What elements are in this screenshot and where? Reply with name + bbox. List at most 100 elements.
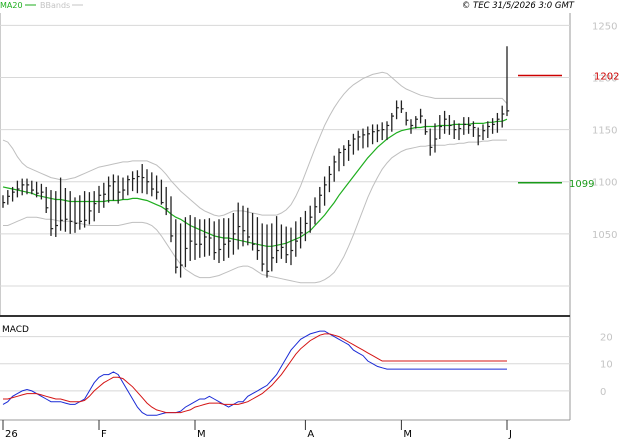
price-bar [319,186,322,213]
price-bar [55,191,58,237]
macd-tick-label: 0 [600,387,606,398]
price-bar [328,166,332,193]
price-bar [491,118,495,134]
price-bar [69,191,73,234]
x-tick-label: A [307,429,314,440]
price-bar [242,205,246,247]
price-bar [415,116,418,129]
price-bar [122,177,126,200]
price-bar [127,175,130,196]
price-bar [419,108,423,124]
price-bar [179,223,183,278]
x-tick-label: M [403,429,412,440]
price-bar [266,224,270,278]
price-bar [79,195,82,230]
copyright-label: © TEC 31/5/2026 3:0 GMT [462,1,575,11]
price-bar [165,186,169,216]
price-bar [443,110,447,134]
macd-panel: 0 10 20 MACD [0,325,613,416]
price-bar [218,219,222,264]
macd-tick-label: 20 [600,333,613,344]
x-axis: 26 F M A M J [2,420,512,440]
price-bar [107,176,111,203]
price-bar [21,178,25,196]
price-bar [213,221,217,260]
price-bar [50,190,54,236]
price-bar [482,124,486,141]
price-bar [155,175,159,200]
price-bar [59,177,63,231]
support-resistance-levels: 1202 1099 [518,71,619,190]
price-bar [136,170,140,194]
price-bar [227,218,231,258]
legend-bbands: BBands [40,1,70,10]
macd-lines [2,330,507,416]
price-bar [117,175,121,204]
price-bar [458,123,462,141]
price-bar [223,218,226,261]
price-bar [285,226,289,264]
macd-tick-label: 10 [600,360,613,371]
price-bar [194,217,198,260]
price-bar [400,100,404,113]
price-bar [2,195,6,208]
price-bar [453,120,457,140]
price-bar [477,127,481,146]
price-tick-label: 1050 [592,230,617,241]
price-bar [275,216,279,264]
price-bar [352,133,356,155]
signal-line [3,333,507,414]
price-bar [410,119,414,134]
price-bar [35,181,39,198]
price-bar [391,112,394,132]
price-bar [261,223,265,272]
price-bar [280,224,284,259]
price-axis-ticks: 1050 1100 1150 1200 1250 [592,21,617,240]
price-bar [103,182,106,208]
price-bar [26,178,30,195]
price-bar [357,130,361,151]
price-bar [343,145,346,167]
price-tick-label: 1150 [592,126,617,137]
price-bar [304,210,308,242]
macd-line [2,330,507,416]
price-tick-label: 1250 [592,21,617,32]
price-bar [290,227,294,266]
price-bar [83,191,87,228]
price-bar [131,171,135,192]
price-bar [429,128,433,156]
price-bar [146,169,150,195]
ma20-line [2,118,508,247]
price-bar [88,192,92,225]
price-bar [40,183,44,200]
price-bar [93,191,97,222]
price-bar [487,121,490,138]
price-bar [472,121,476,137]
price-bar [405,111,409,126]
price-bar [98,185,102,213]
price-bar [256,217,260,260]
price-bar [371,124,375,145]
price-bar [347,140,351,161]
ma20-line-path [2,118,508,247]
price-bar [151,172,154,197]
price-bar [208,218,212,256]
price-bar [232,213,236,255]
price-bar [299,217,303,249]
price-tick-label: 1200 [592,74,617,85]
price-bar [251,213,255,251]
legend-ma20: MA20 [0,1,23,10]
price-bar [271,223,274,272]
x-tick-label: M [197,429,206,440]
price-bar [64,187,68,232]
support-label: 1099 [569,179,594,190]
x-tick-label: F [101,429,107,440]
price-bars [2,46,510,278]
bollinger-bands [2,71,508,284]
price-bar [506,46,510,117]
price-bar [184,217,188,268]
price-bar [160,179,164,205]
bband-lower-line [3,139,507,284]
x-tick-label: 26 [5,429,18,440]
